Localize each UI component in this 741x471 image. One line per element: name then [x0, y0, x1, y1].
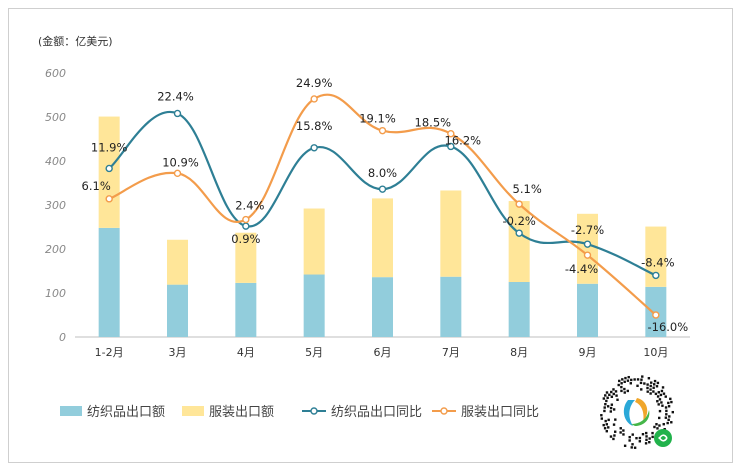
legend-label: 纺织品出口同比 — [331, 405, 422, 420]
data-label: 8.0% — [368, 166, 397, 180]
data-label: -8.4% — [641, 255, 674, 269]
data-label: -0.2% — [502, 214, 535, 228]
x-axis: 1-2月 3月 4月 5月 6月 7月 8月 9月 10月 — [95, 346, 669, 359]
line-point — [515, 229, 523, 237]
legend: 纺织品出口额 服装出口额 纺织品出口同比 服装出口同比 — [60, 405, 539, 420]
line-point — [105, 195, 113, 203]
unit-label: (金额：亿美元) — [38, 34, 113, 48]
y-tick-label: 600 — [45, 67, 66, 80]
legend-swatch — [182, 406, 204, 416]
line-point — [242, 222, 250, 230]
y-tick-label: 500 — [45, 111, 66, 124]
bar-apparel — [98, 116, 120, 228]
x-tick-label: 6月 — [374, 346, 392, 359]
line-point — [447, 130, 455, 138]
bar-apparel — [303, 208, 325, 275]
legend-label: 服装出口同比 — [461, 405, 539, 420]
y-tick-label: 0 — [59, 331, 66, 344]
y-axis: 0 100 200 300 400 500 600 — [45, 67, 66, 344]
bar-apparel — [577, 213, 598, 284]
data-label: 2.4% — [235, 199, 264, 213]
bar-apparel — [235, 232, 257, 283]
line-point — [310, 144, 318, 152]
line-point — [652, 311, 660, 319]
data-label: 18.5% — [415, 116, 452, 130]
x-tick-label: 9月 — [579, 346, 597, 359]
data-label: -4.4% — [565, 262, 598, 276]
line-point — [583, 251, 592, 259]
bar-apparel — [508, 201, 530, 282]
data-label: 16.2% — [445, 133, 482, 147]
line-apparel-yoy — [108, 93, 657, 316]
legend-marker — [310, 407, 318, 415]
x-tick-label: 8月 — [510, 346, 528, 359]
y-tick-label: 300 — [45, 199, 66, 212]
x-tick-label: 3月 — [169, 346, 187, 359]
line-point — [447, 142, 455, 151]
bar-textile — [303, 274, 325, 337]
x-tick-label: 1-2月 — [95, 346, 124, 359]
legend-label: 纺织品出口额 — [87, 405, 165, 420]
line-point — [173, 109, 182, 118]
legend-label: 服装出口额 — [209, 405, 274, 420]
data-label: 22.4% — [157, 89, 194, 103]
bar-textile — [440, 276, 462, 337]
line-point — [105, 164, 113, 173]
bar-apparel — [167, 239, 188, 285]
x-tick-label: 5月 — [305, 346, 323, 359]
y-tick-label: 400 — [45, 155, 66, 168]
x-tick-label: 10月 — [643, 346, 668, 359]
line-point — [310, 95, 318, 103]
line-point — [378, 185, 387, 193]
bar-textile — [235, 282, 257, 337]
bar-apparel — [440, 190, 462, 277]
bar-textile — [167, 284, 188, 337]
line-point — [515, 200, 523, 208]
line-textile-yoy — [108, 110, 657, 277]
line-point — [652, 271, 660, 280]
x-tick-label: 4月 — [237, 346, 255, 359]
data-label: -16.0% — [647, 320, 688, 334]
line-point — [583, 240, 592, 248]
bar-textile — [577, 283, 598, 337]
line-point — [378, 126, 387, 135]
bar-textile — [98, 227, 120, 337]
data-label: 6.1% — [82, 179, 111, 193]
data-label: 19.1% — [359, 112, 396, 126]
legend-marker — [440, 407, 448, 415]
line-point — [242, 215, 250, 224]
bar-apparel — [372, 198, 393, 278]
lines — [105, 93, 660, 319]
legend-swatch — [60, 406, 82, 416]
bars — [98, 116, 667, 337]
line-point — [173, 169, 182, 178]
qr-code-icon — [595, 370, 679, 454]
data-label: 5.1% — [513, 182, 542, 196]
bar-textile — [372, 277, 393, 337]
data-labels: 11.9% 22.4% 0.9% 15.8% 8.0% 16.2% -0.2% -2.7% -8… — [82, 76, 689, 334]
data-label: -2.7% — [571, 223, 604, 237]
bar-textile — [508, 282, 530, 337]
data-label: 0.9% — [231, 232, 260, 246]
data-label: 10.9% — [162, 155, 199, 169]
x-tick-label: 7月 — [442, 346, 460, 359]
data-label: 15.8% — [296, 119, 333, 133]
data-label: 24.9% — [296, 76, 333, 90]
data-label: 11.9% — [91, 140, 128, 154]
y-tick-label: 200 — [45, 243, 66, 256]
y-tick-label: 100 — [45, 287, 66, 300]
